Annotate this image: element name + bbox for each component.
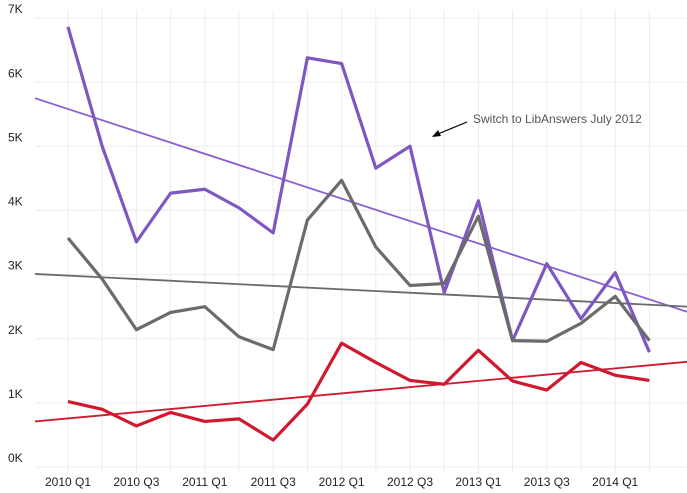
- y-tick-label: 0K: [8, 451, 23, 465]
- y-tick-label: 2K: [8, 323, 23, 337]
- y-tick-label: 4K: [8, 195, 23, 209]
- y-tick-label: 5K: [8, 130, 23, 144]
- y-tick-label: 7K: [8, 2, 23, 16]
- series-line: [67, 341, 650, 442]
- y-tick-label: 6K: [8, 66, 23, 80]
- x-tick-label: 2011 Q3: [251, 475, 296, 489]
- x-tick-label: 2010 Q1: [45, 475, 91, 489]
- trend-line: [34, 273, 687, 308]
- y-tick-label: 1K: [8, 387, 23, 401]
- x-tick-label: 2012 Q1: [319, 475, 365, 489]
- trend-line: [34, 97, 687, 313]
- x-tick-label: 2011 Q1: [182, 475, 227, 489]
- annotation: Switch to LibAnswers July 2012: [473, 112, 642, 126]
- series-line: [66, 26, 651, 353]
- arrow-head: [432, 130, 441, 137]
- trend-line: [34, 360, 687, 423]
- x-tick-label: 2014 Q1: [592, 475, 638, 489]
- series-line: [66, 178, 651, 352]
- x-tick-label: 2010 Q3: [113, 475, 159, 489]
- x-tick-label: 2013 Q1: [455, 475, 501, 489]
- y-tick-label: 3K: [8, 259, 23, 273]
- x-tick-label: 2012 Q3: [387, 475, 433, 489]
- x-tick-label: 2013 Q3: [524, 475, 570, 489]
